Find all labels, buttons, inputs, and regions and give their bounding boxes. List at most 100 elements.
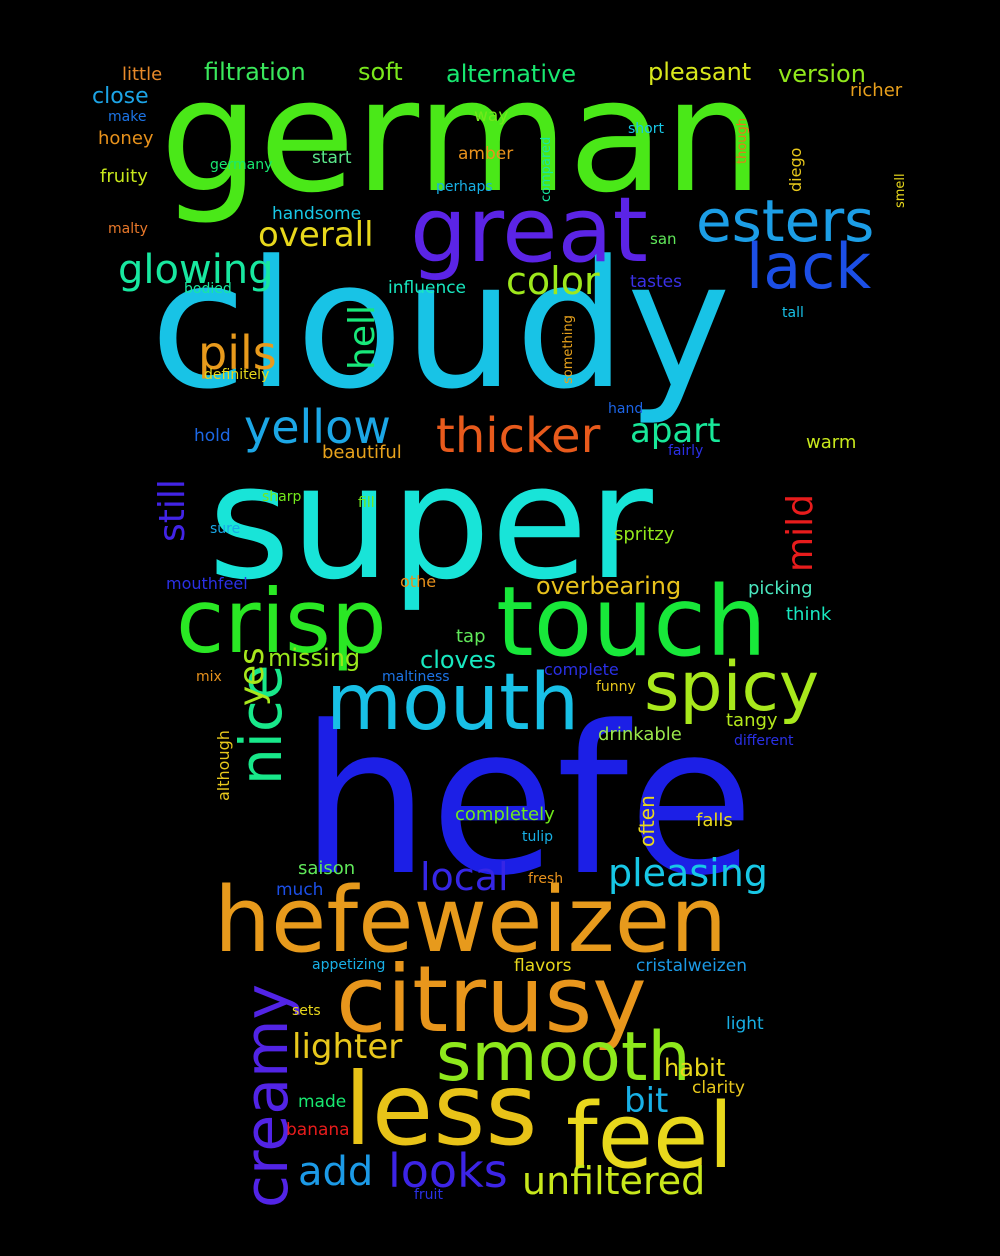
word-hold: hold <box>194 426 231 446</box>
word-unfiltered: unfiltered <box>522 1159 706 1203</box>
word-hefeweizen: hefeweizen <box>214 868 728 973</box>
word-perhaps: perhaps <box>436 179 493 195</box>
word-light: light <box>726 1014 764 1034</box>
word-clarity: clarity <box>692 1078 745 1098</box>
word-diego: diego <box>786 147 805 192</box>
word-compared: compared <box>539 136 554 202</box>
word-maltiness: maltiness <box>382 669 450 685</box>
word-feel: feel <box>566 1084 734 1189</box>
word-short: short <box>628 121 664 137</box>
word-glowing: glowing <box>118 247 274 293</box>
word-malty: malty <box>108 221 148 237</box>
word-tap: tap <box>456 626 486 647</box>
word-fruity: fruity <box>100 166 148 187</box>
word-yes: yes <box>232 647 272 706</box>
word-saison: saison <box>298 858 356 879</box>
word-appetizing: appetizing <box>312 957 386 973</box>
word-hand: hand <box>608 401 644 417</box>
word-drinkable: drinkable <box>598 724 682 745</box>
word-othe: othe <box>400 572 437 591</box>
word-flavors: flavors <box>514 956 572 976</box>
word-version: version <box>778 60 866 88</box>
word-citrusy: citrusy <box>336 946 647 1053</box>
word-little: little <box>122 64 163 85</box>
word-still: still <box>152 479 193 542</box>
word-tastes: tastes <box>630 272 682 292</box>
word-cloudy: cloudy <box>150 223 731 428</box>
word-hell: hell <box>342 305 383 370</box>
word-although: although <box>214 730 233 801</box>
word-great: great <box>410 178 648 283</box>
word-complete: complete <box>544 660 619 679</box>
word-lighter: lighter <box>292 1027 403 1067</box>
word-way: way <box>474 106 509 126</box>
word-amber: amber <box>458 144 514 164</box>
word-handsome: handsome <box>272 204 362 224</box>
word-tulip: tulip <box>522 829 554 845</box>
word-falls: falls <box>696 810 733 831</box>
word-something: something <box>561 315 576 384</box>
word-often: often <box>635 795 659 847</box>
word-san: san <box>650 230 677 248</box>
word-tangy: tangy <box>726 710 778 731</box>
word-though: though <box>735 117 750 164</box>
word-soft: soft <box>358 58 403 86</box>
word-beautiful: beautiful <box>322 442 402 463</box>
word-close: close <box>92 84 149 109</box>
word-sets: sets <box>292 1003 321 1019</box>
word-mouthfeel: mouthfeel <box>166 574 248 593</box>
word-smell: smell <box>893 173 908 208</box>
word-local: local <box>420 855 509 899</box>
word-fruit: fruit <box>414 1187 443 1203</box>
word-touch: touch <box>496 566 767 678</box>
word-fresh: fresh <box>528 871 564 887</box>
word-funny: funny <box>596 679 636 695</box>
word-definitely: definitely <box>204 367 270 383</box>
word-banana: banana <box>286 1120 350 1140</box>
word-mix: mix <box>196 669 222 685</box>
word-start: start <box>312 148 352 168</box>
word-mouth: mouth <box>326 658 580 748</box>
word-pleasant: pleasant <box>648 58 752 86</box>
word-alternative: alternative <box>446 60 576 88</box>
word-make: make <box>108 109 147 125</box>
word-esters: esters <box>696 187 875 255</box>
word-fill: fill <box>358 495 375 511</box>
word-pils: pils <box>198 326 277 380</box>
word-lack: lack <box>746 230 872 303</box>
word-picking: picking <box>748 578 813 599</box>
word-spicy: spicy <box>644 648 820 727</box>
word-smooth: smooth <box>436 1018 691 1097</box>
word-overall: overall <box>258 215 374 255</box>
word-sharp: sharp <box>262 489 302 505</box>
word-cloves: cloves <box>420 646 497 674</box>
word-filtration: filtration <box>204 58 306 86</box>
word-missing: missing <box>268 644 361 672</box>
word-tall: tall <box>782 305 804 321</box>
word-think: think <box>786 604 832 625</box>
word-much: much <box>276 880 324 900</box>
word-overbearing: overbearing <box>536 572 682 600</box>
word-thicker: thicker <box>436 408 601 464</box>
word-looks: looks <box>388 1144 508 1198</box>
word-warm: warm <box>806 432 857 453</box>
word-bit: bit <box>624 1081 669 1121</box>
word-different: different <box>734 733 794 749</box>
word-honey: honey <box>98 128 154 149</box>
word-completely: completely <box>455 804 555 825</box>
word-sure: sure <box>210 521 241 537</box>
word-creamy: creamy <box>232 984 302 1208</box>
word-yellow: yellow <box>244 400 391 454</box>
word-add: add <box>298 1149 374 1195</box>
word-mild: mild <box>780 494 821 572</box>
word-germany: germany <box>210 157 273 173</box>
word-richer: richer <box>850 80 903 101</box>
word-made: made <box>298 1092 347 1112</box>
word-hefe: hefe <box>300 683 755 921</box>
word-pleasing: pleasing <box>608 851 768 895</box>
word-cristalweizen: cristalweizen <box>636 956 747 976</box>
word-influence: influence <box>388 278 467 298</box>
word-crisp: crisp <box>176 570 387 673</box>
word-apart: apart <box>630 411 721 451</box>
